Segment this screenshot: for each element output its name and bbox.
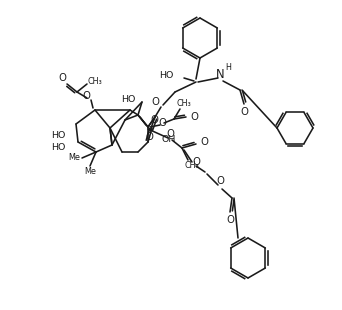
Text: Me: Me — [68, 153, 80, 162]
Text: HO: HO — [52, 131, 66, 140]
Text: CH₃: CH₃ — [88, 78, 102, 86]
Text: CH₃: CH₃ — [185, 161, 199, 170]
Text: O: O — [82, 91, 90, 101]
Text: HO: HO — [160, 72, 174, 81]
Text: O: O — [192, 157, 200, 167]
Text: N: N — [216, 68, 224, 81]
Text: Me: Me — [84, 167, 96, 176]
Text: O: O — [150, 115, 158, 125]
Text: O: O — [166, 129, 174, 139]
Text: O: O — [226, 215, 234, 225]
Text: O: O — [190, 112, 198, 122]
Text: O: O — [145, 132, 153, 142]
Text: OH: OH — [162, 135, 176, 144]
Text: O: O — [151, 97, 159, 107]
Text: CH₃: CH₃ — [176, 100, 192, 108]
Text: HO: HO — [121, 95, 135, 104]
Text: O: O — [240, 107, 248, 117]
Text: HO: HO — [52, 144, 66, 153]
Text: O: O — [158, 118, 166, 128]
Text: O: O — [58, 73, 66, 83]
Text: O: O — [216, 176, 224, 186]
Text: H: H — [225, 64, 231, 73]
Text: O: O — [200, 137, 208, 147]
